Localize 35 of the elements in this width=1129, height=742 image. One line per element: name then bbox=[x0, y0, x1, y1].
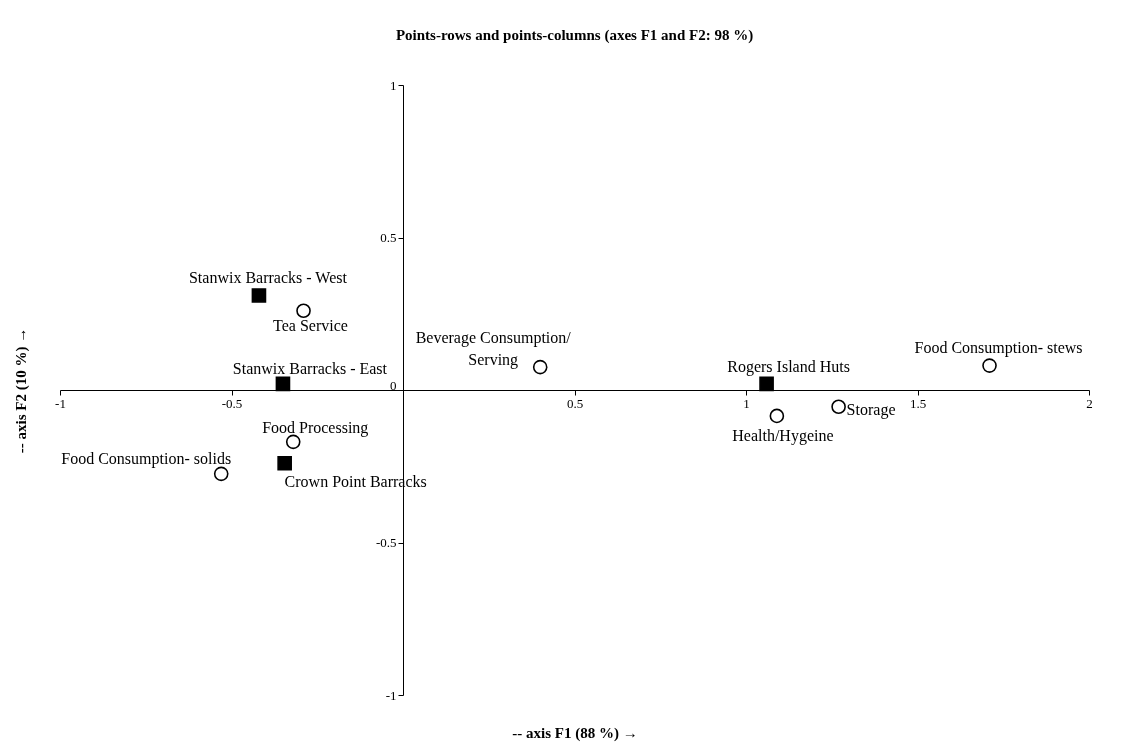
point bbox=[213, 466, 229, 482]
point bbox=[285, 434, 301, 450]
x-tick-label: 1 bbox=[743, 395, 750, 411]
point bbox=[296, 303, 311, 319]
annotation: Food Processing bbox=[262, 418, 369, 437]
annotation: Tea Service bbox=[273, 316, 348, 334]
y-tick-label: 0.5 bbox=[380, 230, 397, 245]
y-tick-label: -0.5 bbox=[375, 535, 397, 550]
x-tick-label: -0.5 bbox=[221, 395, 243, 411]
x-tick-label: -1 bbox=[55, 395, 66, 411]
point bbox=[275, 376, 291, 392]
point bbox=[982, 358, 997, 373]
annotation: Health/Hygeine bbox=[732, 426, 834, 445]
y-tick-label: 0 bbox=[390, 377, 397, 393]
y-tick-label: -1 bbox=[385, 687, 397, 703]
y-tick-label: 1 bbox=[390, 77, 397, 93]
annotation: Rogers Island Huts bbox=[727, 357, 850, 376]
point bbox=[769, 408, 785, 424]
point bbox=[277, 455, 292, 471]
annotation: Beverage Consumption/ Serving bbox=[415, 329, 572, 370]
chart-title: Points-rows and points-columns (axes F1 and F2: 98 %) bbox=[395, 27, 754, 44]
annotation: Stanwix Barracks - East bbox=[232, 359, 388, 377]
x-axis-title: -- axis F1 (88 %) → bbox=[512, 724, 638, 742]
point bbox=[251, 288, 267, 303]
annotation: Food Consumption- solids bbox=[61, 449, 232, 468]
annotation: Storage bbox=[846, 400, 896, 419]
annotation: Food Consumption- stews bbox=[914, 338, 1083, 357]
y-axis-title: -- axis F2 (10 %) → bbox=[12, 327, 30, 454]
x-tick-label: 1.5 bbox=[909, 395, 927, 411]
point bbox=[532, 359, 548, 375]
annotation: Stanwix Barracks - West bbox=[188, 269, 348, 287]
x-tick-label: 0.5 bbox=[566, 395, 584, 411]
x-tick-label: 2 bbox=[1086, 395, 1093, 411]
point bbox=[831, 399, 846, 415]
point bbox=[759, 376, 774, 392]
